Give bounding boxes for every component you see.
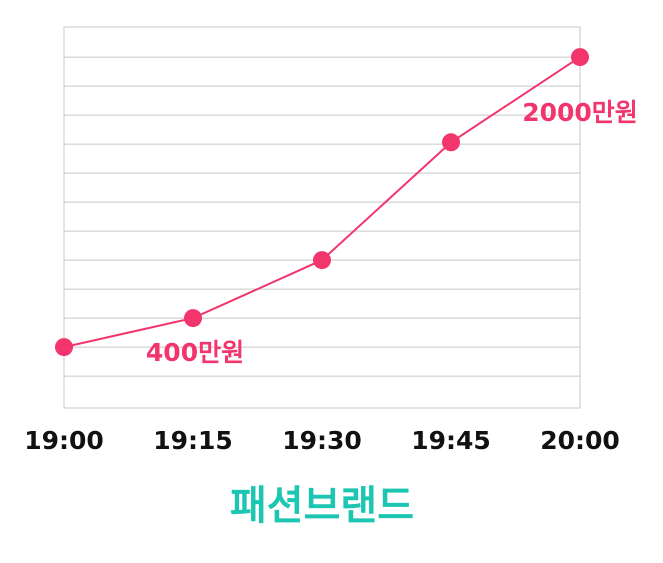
x-tick-label: 19:45 [411, 426, 491, 455]
value-label: 400만원 [146, 338, 244, 367]
plot-border [63, 26, 581, 409]
point [571, 48, 589, 67]
chart-title: 패션브랜드 [230, 483, 414, 529]
x-tick-label: 19:00 [24, 426, 104, 455]
point [184, 309, 202, 328]
point [55, 338, 73, 357]
x-tick-label: 19:15 [153, 426, 233, 455]
point [313, 251, 331, 270]
x-tick-label: 20:00 [540, 426, 620, 455]
x-tick-label: 19:30 [282, 426, 362, 455]
value-label: 2000만원 [522, 98, 638, 127]
point [442, 133, 460, 152]
